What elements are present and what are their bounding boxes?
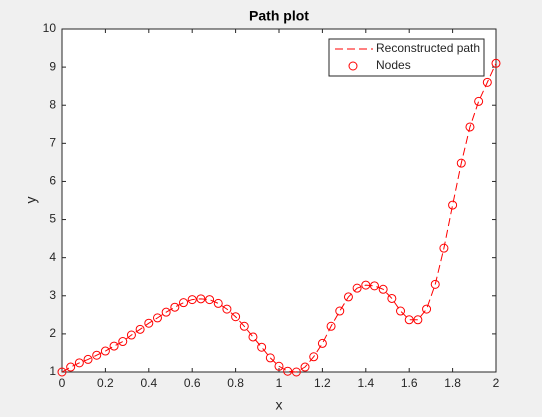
node-marker xyxy=(179,298,189,308)
node-marker xyxy=(300,362,310,372)
node-marker xyxy=(274,361,284,371)
y-tick-label: 3 xyxy=(49,288,56,302)
y-axis-label: y xyxy=(23,197,39,204)
node-marker xyxy=(213,298,223,308)
x-tick-label: 2 xyxy=(493,376,500,390)
node-marker xyxy=(361,280,371,290)
y-tick-label: 10 xyxy=(43,21,57,35)
axes-box xyxy=(61,28,497,373)
node-marker xyxy=(92,350,102,360)
node-marker xyxy=(326,321,336,331)
node-marker xyxy=(352,283,362,293)
x-tick-label: 0.8 xyxy=(227,376,244,390)
legend-marker xyxy=(348,61,358,71)
node-marker xyxy=(317,338,327,348)
legend-label: Nodes xyxy=(376,58,411,72)
node-marker xyxy=(439,243,449,253)
node-marker xyxy=(222,304,232,314)
node-marker xyxy=(161,307,171,317)
chart-title: Path plot xyxy=(249,8,309,24)
x-tick-label: 1 xyxy=(276,376,283,390)
y-tick-label: 5 xyxy=(49,212,56,226)
node-marker xyxy=(430,279,440,289)
node-marker xyxy=(396,306,406,316)
node-marker xyxy=(291,367,301,377)
node-marker xyxy=(196,294,206,304)
x-axis-label: x xyxy=(276,397,283,413)
node-marker xyxy=(456,158,466,168)
x-tick-label: 0 xyxy=(59,376,66,390)
node-marker xyxy=(257,342,267,352)
path-line xyxy=(61,63,497,373)
plot-area xyxy=(62,29,496,372)
y-tick-label: 8 xyxy=(49,97,56,111)
legend-label: Reconstructed path xyxy=(376,41,480,55)
node-marker xyxy=(413,315,423,325)
x-tick-label: 1.2 xyxy=(314,376,331,390)
node-marker xyxy=(369,281,379,291)
node-marker xyxy=(448,200,458,210)
y-tick-label: 1 xyxy=(49,364,56,378)
x-tick-label: 0.4 xyxy=(140,376,157,390)
node-marker xyxy=(482,77,492,87)
node-marker xyxy=(152,313,162,323)
node-marker xyxy=(248,332,258,342)
node-marker xyxy=(265,353,275,363)
node-marker xyxy=(474,96,484,106)
node-marker xyxy=(491,58,501,68)
x-tick-label: 1.6 xyxy=(401,376,418,390)
node-marker xyxy=(170,302,180,312)
node-marker xyxy=(187,295,197,305)
y-tick-label: 9 xyxy=(49,59,56,73)
y-tick-label: 2 xyxy=(49,326,56,340)
node-marker xyxy=(378,284,388,294)
node-marker xyxy=(335,306,345,316)
y-tick-label: 6 xyxy=(49,174,56,188)
node-marker xyxy=(74,358,84,368)
y-tick-label: 7 xyxy=(49,136,56,150)
node-marker xyxy=(343,292,353,302)
node-marker xyxy=(57,367,67,377)
node-marker xyxy=(66,362,76,372)
node-marker xyxy=(118,337,128,347)
node-marker xyxy=(422,304,432,314)
node-marker xyxy=(144,318,154,328)
node-marker xyxy=(239,321,249,331)
node-marker xyxy=(83,354,93,364)
y-tick-label: 4 xyxy=(49,250,56,264)
x-tick-label: 1.8 xyxy=(444,376,461,390)
x-tick-label: 0.6 xyxy=(184,376,201,390)
node-marker xyxy=(135,324,145,334)
node-marker xyxy=(465,122,475,132)
x-tick-label: 0.2 xyxy=(97,376,114,390)
node-marker xyxy=(231,312,241,322)
node-marker xyxy=(205,295,215,305)
node-marker xyxy=(100,346,110,356)
node-marker xyxy=(309,352,319,362)
node-marker xyxy=(387,293,397,303)
node-marker xyxy=(126,330,136,340)
node-marker xyxy=(404,315,414,325)
node-marker xyxy=(109,341,119,351)
node-marker xyxy=(283,366,293,376)
x-tick-label: 1.4 xyxy=(357,376,374,390)
